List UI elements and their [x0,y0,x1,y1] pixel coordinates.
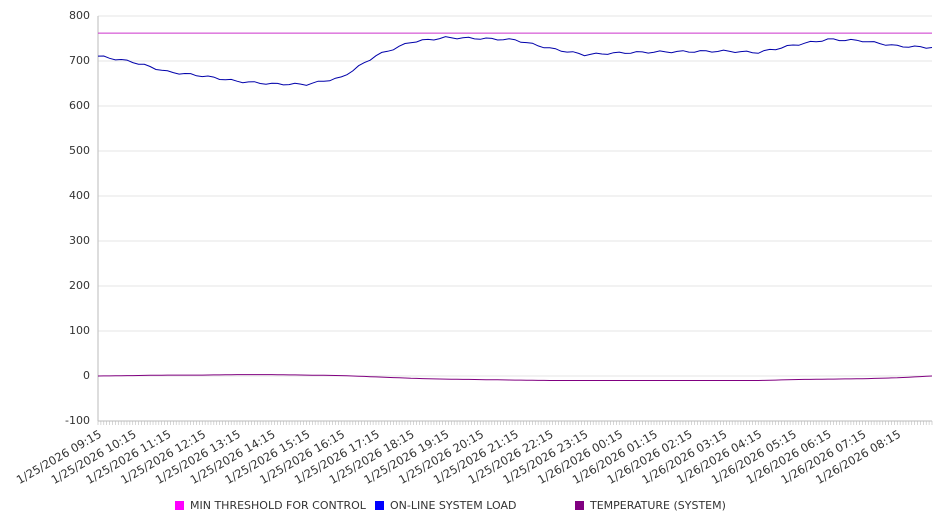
series-line-temperature-system [97,374,933,381]
legend-swatch-min-threshold [175,501,184,510]
y-tick-label: 0 [83,369,90,382]
y-tick-label: 800 [69,9,90,22]
grid-layer [98,15,932,422]
legend-swatch-online-system-load [375,501,384,510]
y-tick-label: -100 [65,414,90,427]
y-tick-label: 600 [69,99,90,112]
legend-label-temperature-system: TEMPERATURE (SYSTEM) [589,499,726,512]
y-tick-label: 700 [69,54,90,67]
series-layer [97,32,933,381]
y-tick-label: 400 [69,189,90,202]
legend-swatch-temperature-system [575,501,584,510]
y-tick-label: 200 [69,279,90,292]
legend-label-min-threshold: MIN THRESHOLD FOR CONTROL [190,499,367,512]
legend-label-online-system-load: ON-LINE SYSTEM LOAD [390,499,516,512]
y-tick-label: 300 [69,234,90,247]
y-tick-label: 500 [69,144,90,157]
legend: MIN THRESHOLD FOR CONTROL ON-LINE SYSTEM… [175,499,726,512]
series-line-on-line-system-load [97,36,933,86]
y-tick-label: 100 [69,324,90,337]
